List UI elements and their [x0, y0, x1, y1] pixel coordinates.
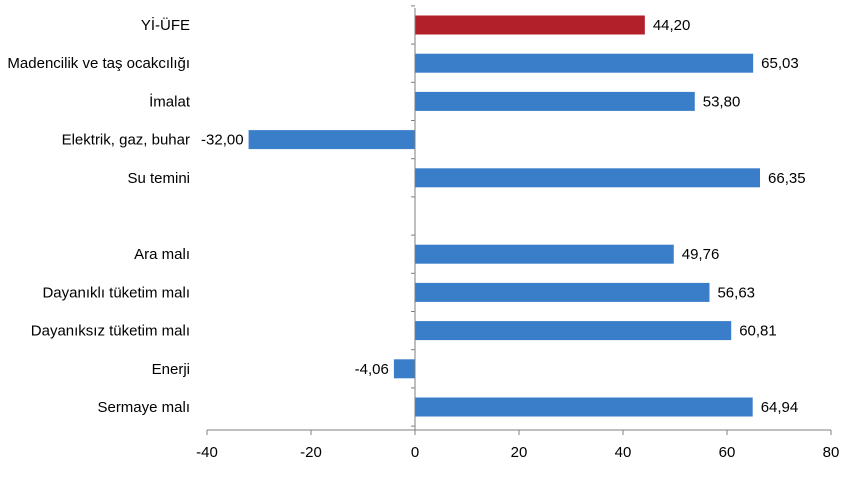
bar-enerji — [393, 359, 415, 379]
category-label-su-temini: Su temini — [127, 170, 190, 187]
value-label: 44,20 — [653, 17, 691, 34]
value-label: 60,81 — [739, 323, 777, 340]
category-label-madencilik-ve-tas-ocakc-l-g: Madencilik ve taş ocakcılığı — [7, 55, 190, 72]
value-label: -32,00 — [201, 132, 244, 149]
bar-madencilik-ve-tas-ocakc-l-g — [415, 53, 754, 73]
bars-group — [248, 15, 761, 417]
bar-dayan-kl-tu-ketim-mal — [415, 282, 710, 302]
x-tick-label: 0 — [411, 444, 419, 461]
category-label-elektrik-gaz-buhar: Elektrik, gaz, buhar — [62, 132, 190, 149]
axes-group — [206, 5, 832, 435]
category-label-dayan-kl-tu-ketim-mal: Dayanıklı tüketim malı — [42, 284, 190, 301]
category-label-yi-u-fe: Yİ-ÜFE — [141, 16, 190, 34]
bar-sermaye-mal — [415, 397, 753, 417]
x-tick-label: 80 — [823, 444, 840, 461]
value-label: 64,94 — [761, 399, 799, 416]
labels-group: -40 -20 0 20 40 60 80 Yİ-ÜFE 44,20 Madencilik ve … — [7, 16, 839, 461]
value-label: 66,35 — [768, 170, 806, 187]
value-label: 53,80 — [703, 93, 741, 110]
x-tick-label: -20 — [300, 444, 322, 461]
x-tick-label: 20 — [511, 444, 528, 461]
value-label: 49,76 — [682, 246, 720, 263]
value-label: -4,06 — [355, 361, 389, 378]
category-label-ara-mal: Ara malı — [134, 246, 190, 263]
bar-i-malat — [415, 91, 695, 111]
x-tick-label: -40 — [196, 444, 218, 461]
bar-su-temini — [415, 168, 761, 188]
bar-elektrik-gaz-buhar — [248, 130, 415, 150]
category-label-dayan-ks-z-tu-ketim-mal: Dayanıksız tüketim malı — [31, 323, 190, 340]
bar-dayan-ks-z-tu-ketim-mal — [415, 321, 732, 341]
category-label-enerji: Enerji — [152, 361, 190, 378]
value-label: 56,63 — [717, 284, 755, 301]
category-label-i-malat: İmalat — [149, 92, 191, 110]
bar-ara-mal — [415, 244, 674, 264]
x-tick-label: 60 — [719, 444, 736, 461]
value-label: 65,03 — [761, 55, 799, 72]
bar-yi-u-fe — [415, 15, 645, 35]
x-tick-label: 40 — [615, 444, 632, 461]
category-label-sermaye-mal: Sermaye malı — [97, 399, 190, 416]
